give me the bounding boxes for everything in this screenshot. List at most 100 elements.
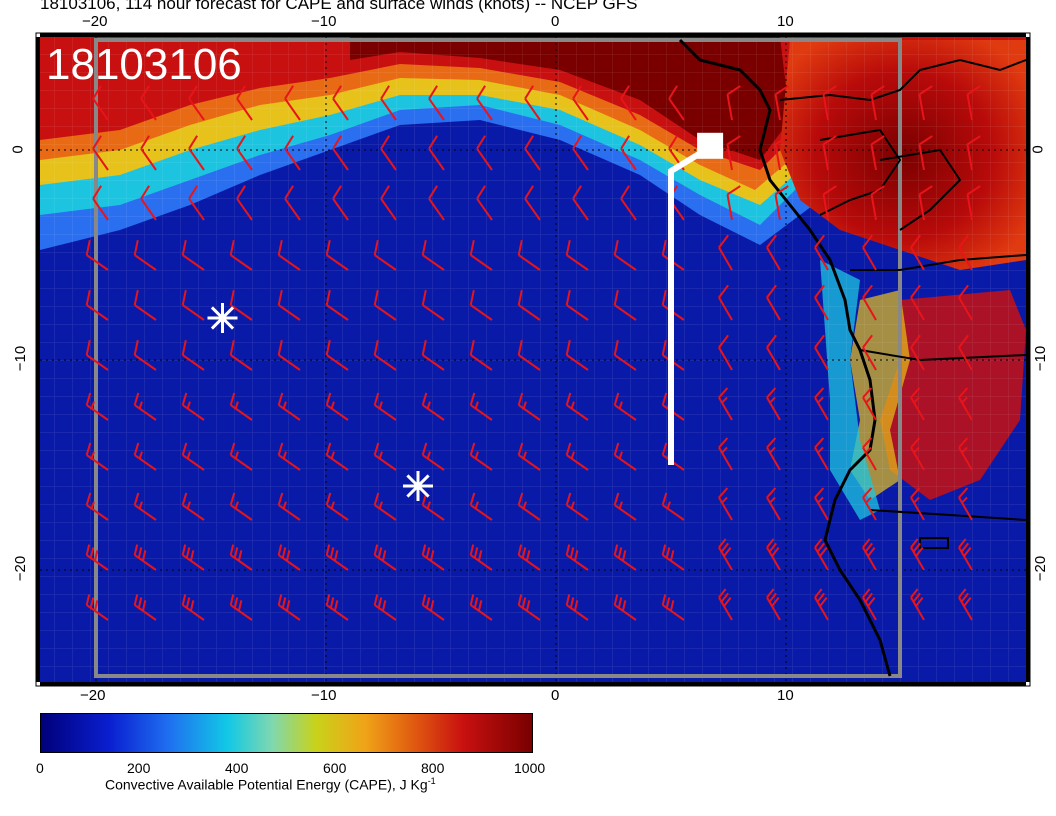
wind-barb (910, 284, 925, 321)
wind-barb (428, 185, 445, 221)
wind-barb (661, 544, 685, 571)
wind-barb (373, 492, 397, 521)
wind-barb (910, 538, 925, 571)
wind-barb (814, 437, 829, 471)
wind-barb (325, 594, 349, 621)
wind-barb (428, 85, 445, 121)
wind-barb (718, 437, 733, 471)
colorbar-label: Convective Available Potential Energy (C… (105, 776, 436, 793)
wind-barb (140, 185, 157, 221)
tick-bottom-4: 10 (777, 687, 794, 704)
wind-barb (870, 135, 885, 171)
wind-barb (277, 442, 301, 471)
wind-barb (565, 544, 589, 571)
wind-barb (380, 135, 397, 171)
wind-barb (428, 135, 445, 171)
wind-barb (133, 492, 157, 521)
wind-barb (133, 339, 157, 371)
wind-barb (85, 339, 109, 371)
colorbar-tick-800: 800 (421, 760, 445, 776)
wind-barb (966, 135, 981, 171)
wind-barb (181, 492, 205, 521)
markers (207, 132, 724, 501)
wind-barb (862, 588, 877, 621)
wind-barb (229, 594, 253, 621)
wind-barb (958, 538, 973, 571)
colorbar-tick-1000: 1000 (514, 760, 546, 776)
wind-barb (572, 135, 589, 171)
wind-barb (966, 185, 981, 221)
tick-bottom-3: 0 (551, 687, 560, 704)
wind-barbs (85, 85, 981, 621)
wind-barb (469, 239, 493, 271)
wind-barb (766, 588, 781, 621)
wind-barb (421, 239, 445, 271)
wind-barb (814, 588, 829, 621)
wind-barb (133, 239, 157, 271)
wind-barb (910, 487, 925, 521)
colorbar-label-text: Convective Available Potential Energy (C… (105, 776, 428, 793)
tick-left-3: −20 (12, 555, 30, 582)
map-title: 18103106, 114 hour forecast for CAPE and… (40, 0, 638, 13)
wind-barb (718, 284, 733, 321)
tick-bottom-1: −20 (80, 687, 106, 704)
wind-barb (966, 85, 981, 121)
wind-barb (774, 85, 789, 121)
wind-barb (565, 339, 589, 371)
wind-barb (476, 135, 493, 171)
colorbar-label-exponent: -1 (427, 776, 436, 786)
tick-top-4: 10 (777, 13, 794, 30)
wind-barb (613, 594, 637, 621)
wind-barb (718, 538, 733, 571)
wind-barb (181, 392, 205, 421)
wind-barb (181, 239, 205, 271)
wind-barb (613, 492, 637, 521)
wind-barb (332, 85, 349, 121)
wind-barb (284, 135, 301, 171)
wind-barb (277, 392, 301, 421)
wind-barb (766, 234, 781, 271)
wind-barb (517, 239, 541, 271)
wind-barb (620, 85, 637, 121)
wind-barb (862, 387, 877, 421)
wind-barb (85, 442, 109, 471)
wind-barb (774, 135, 789, 171)
wind-barb (910, 234, 925, 271)
colorbar-tick-200: 200 (127, 760, 151, 776)
wind-barb (85, 492, 109, 521)
wind-barb (133, 544, 157, 571)
wind-barb (421, 289, 445, 321)
wind-barb (565, 594, 589, 621)
wind-barb (862, 487, 877, 521)
wind-barb (565, 492, 589, 521)
wind-barb (181, 289, 205, 321)
wind-barb (565, 442, 589, 471)
coastline (678, 38, 892, 677)
wind-barb (814, 538, 829, 571)
wind-barb (766, 334, 781, 371)
wind-barb (229, 239, 253, 271)
wind-barb (373, 239, 397, 271)
wind-barb (421, 594, 445, 621)
wind-barb (140, 135, 157, 171)
wind-barb (133, 442, 157, 471)
wind-barb (325, 392, 349, 421)
wind-barb (85, 289, 109, 321)
wind-barb (613, 239, 637, 271)
wind-barb (517, 339, 541, 371)
wind-barb (565, 239, 589, 271)
date-stamp: 18103106 (46, 40, 242, 89)
wind-barb (188, 135, 205, 171)
end-square-marker (697, 132, 724, 159)
wind-barb (469, 544, 493, 571)
wind-barb (822, 185, 837, 221)
wind-barb (373, 442, 397, 471)
wind-barb (572, 185, 589, 221)
map-frame (35, 32, 1031, 687)
wind-barb (620, 135, 637, 171)
wind-barb (565, 289, 589, 321)
star-marker (207, 303, 238, 333)
wind-barb (284, 185, 301, 221)
wind-barb (236, 85, 253, 121)
